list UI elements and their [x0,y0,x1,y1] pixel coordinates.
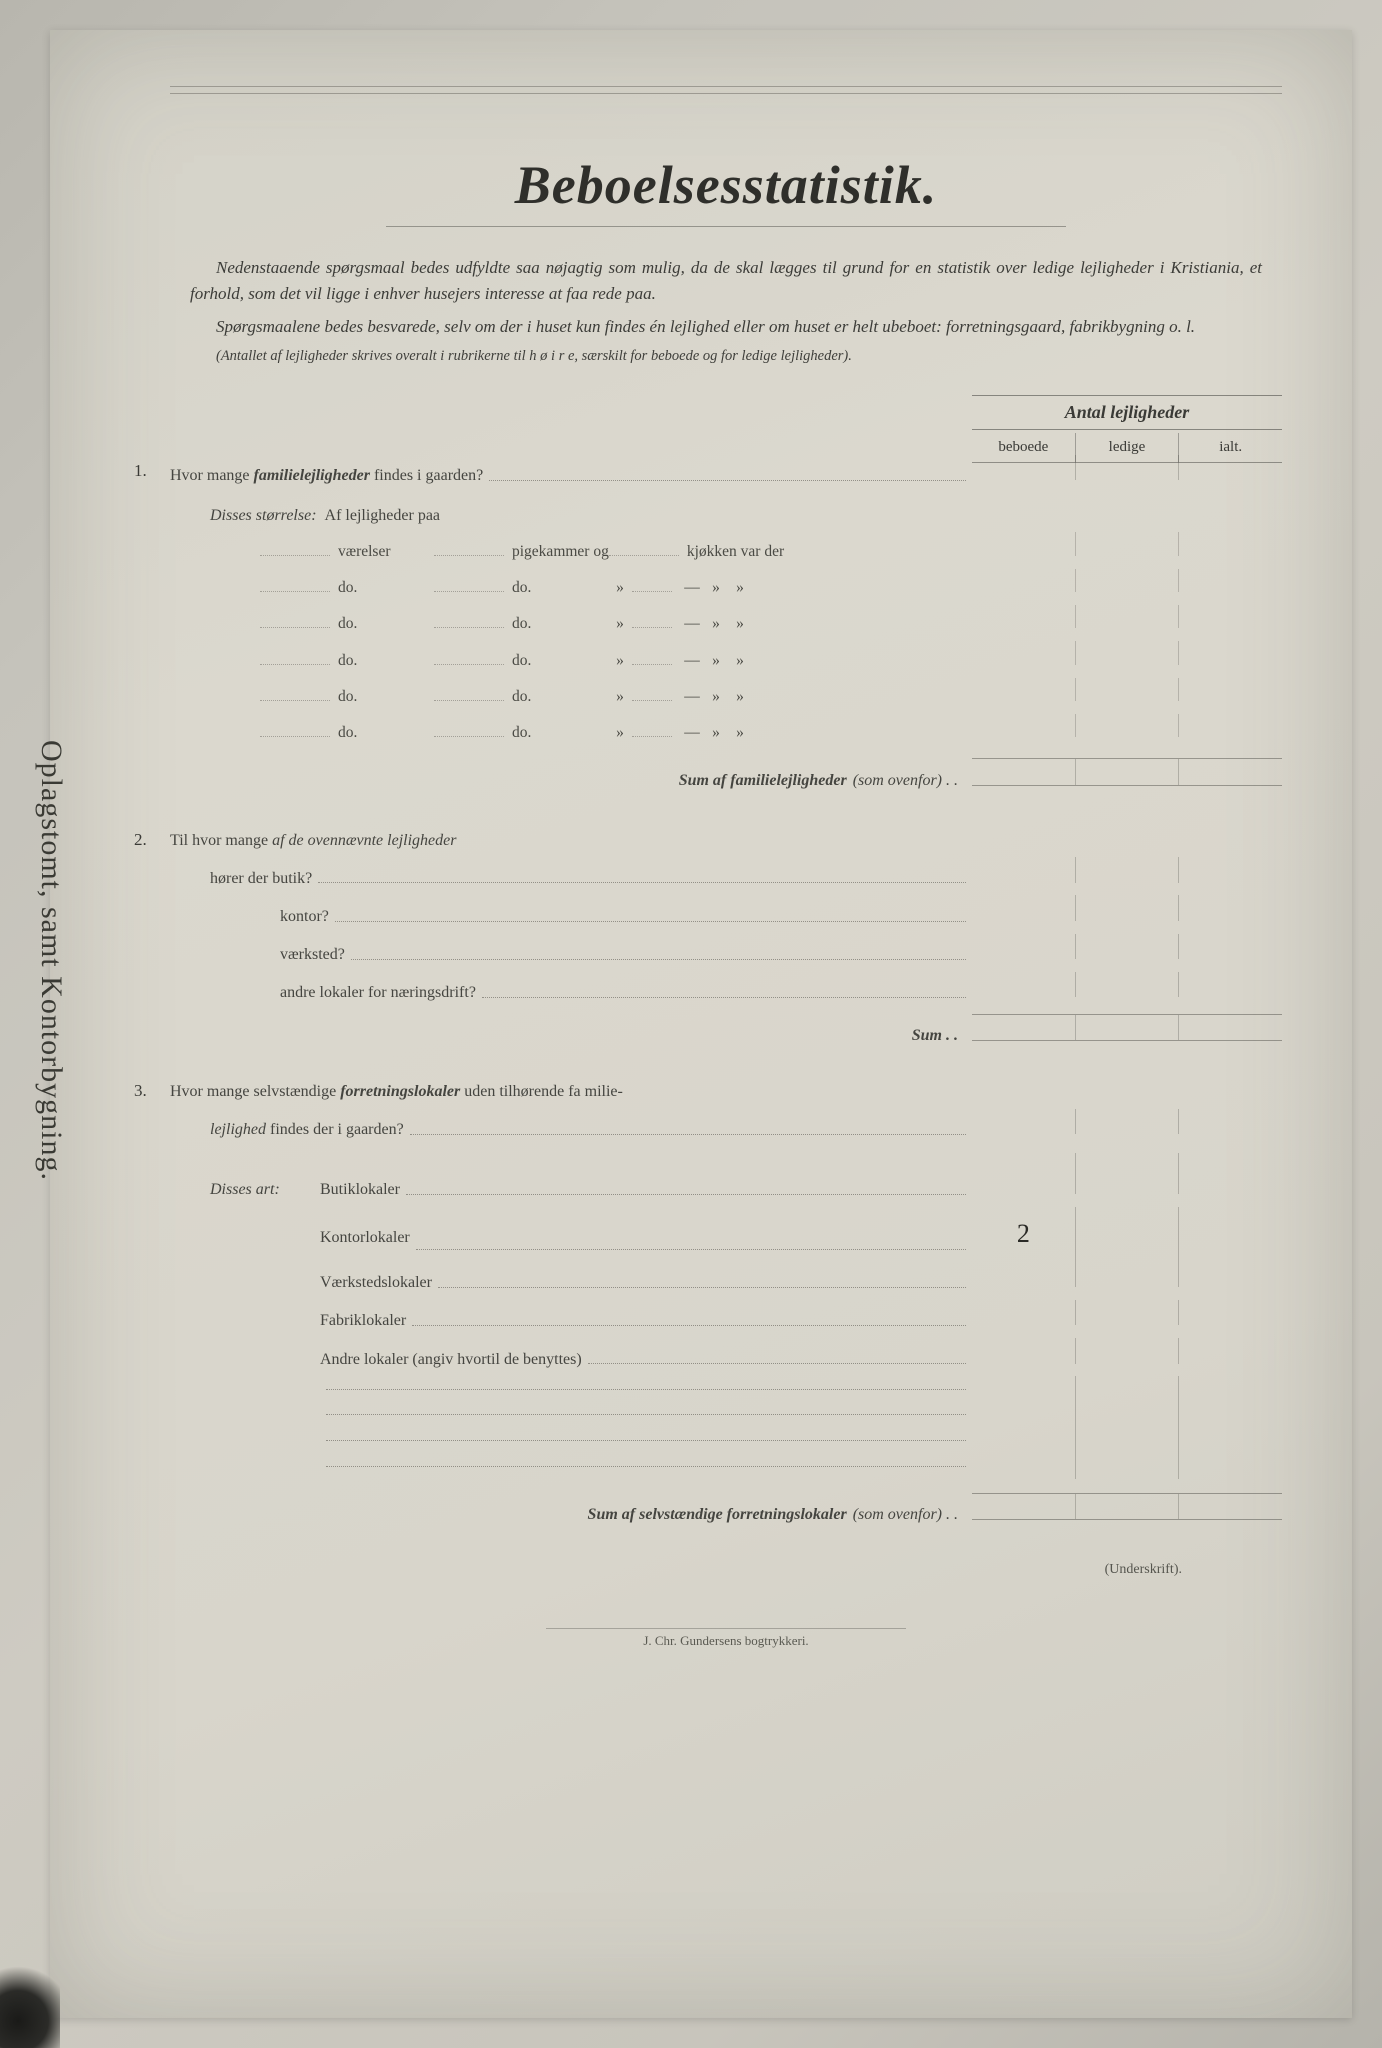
q3-item-vaerksted: Værkstedslokaler [320,1266,432,1300]
hdr-pigekammer: pigekammer og [512,535,609,569]
q3-item-andre: Andre lokaler (angiv hvortil de benyttes… [320,1343,582,1377]
q3-sum-suffix: (som ovenfor) . . [853,1498,958,1532]
top-rule-2 [170,93,1282,94]
intro-paragraph-2: Spørgsmaalene bedes besvarede, selv om d… [190,314,1262,340]
q2-text-a: Til hvor mange [170,832,272,849]
q1-size-intro-a: Disses størrelse: [210,507,317,524]
intro-note: (Antallet af lejligheder skrives overalt… [190,348,1262,365]
q3-item-butik: Butiklokaler [320,1173,400,1207]
signature-label: (Underskrift). [170,1562,1282,1578]
q1-size-intro-b: Af lejligheder paa [325,507,441,524]
q3-art-label: Disses art: [210,1181,280,1198]
question-2: 2. Til hvor mange af de ovennævnte lejli… [170,824,1282,1054]
q3-kontor-value: 2 [972,1207,1075,1262]
q1-row-2: do. do. » — » » [170,605,1282,641]
q1-row-3: do. do. » — » » [170,641,1282,677]
q2-number: 2. [134,824,147,856]
top-rule-1 [170,86,1282,87]
q3-item-kontor: Kontorlokaler [320,1221,410,1255]
q1-row-4: do. do. » — » » [170,678,1282,714]
q1-text-a: Hvor mange [170,467,254,484]
title-underline [386,226,1066,227]
q3-item-fabrik: Fabriklokaler [320,1304,406,1338]
q3-text-a: Hvor mange selvstændige [170,1083,340,1100]
q1-number: 1. [134,455,147,487]
q2-line-kontor: kontor? [280,900,329,934]
q2-line-butik: hører der butik? [210,862,312,896]
q3-number: 3. [134,1075,147,1107]
q2-text-b: af de ovennævnte lejligheder [272,832,456,849]
q1-sum-label: Sum af familielejligheder [679,764,847,798]
hdr-kjokken: kjøkken var der [687,535,784,569]
hdr-vaerelser: værelser [338,535,434,569]
intro-paragraph-1: Nedenstaaende spørgsmaal bedes udfyldte … [190,255,1262,306]
handwritten-margin-note: Oplagstomt, samt Kontorbygning. [34,740,68,1181]
document-page: Beboelsesstatistik. Nedenstaaende spørgs… [50,30,1352,2018]
scan-dark-corner [0,1958,60,2048]
printer-credit: J. Chr. Gundersens bogtrykkeri. [546,1628,906,1649]
header-title: Antal lejligheder [972,395,1282,430]
content-body: 1. Hvor mange familielejligheder findes … [170,455,1282,1649]
q1-row-5: do. do. » — » » [170,714,1282,750]
q2-line-andre: andre lokaler for næringsdrift? [280,976,476,1010]
q1-text-b: familielejligheder [254,467,370,484]
q3-text-c: uden tilhørende fa milie- [460,1083,623,1100]
q3-text-b: forretningslokaler [340,1083,460,1100]
q3-sum-label: Sum af selvstændige forretningslokaler [588,1498,847,1532]
q1-sum-suffix: (som ovenfor) . . [853,764,958,798]
q2-sum-label: Sum . . [912,1019,958,1053]
q1-size-header: værelser pigekammer og kjøkken var der [170,532,1282,568]
q3-text-d: lejlighed [210,1121,266,1138]
q1-row-1: do. do. » — » » [170,569,1282,605]
q1-text-c: findes i gaarden? [370,467,483,484]
q2-line-vaerksted: værksted? [280,938,345,972]
document-title: Beboelsesstatistik. [170,154,1282,216]
q3-text-e: findes der i gaarden? [266,1121,404,1138]
question-3: 3. Hvor mange selvstændige forretningslo… [170,1075,1282,1532]
question-1: 1. Hvor mange familielejligheder findes … [170,455,1282,798]
